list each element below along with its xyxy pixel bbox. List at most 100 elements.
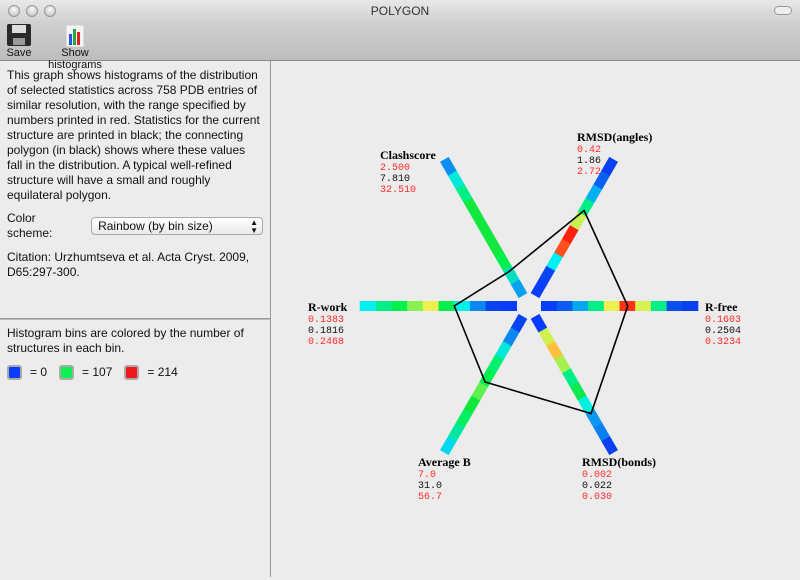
histogram-bin [530, 279, 548, 299]
histogram-bin [438, 301, 455, 311]
axis-label: Average B [418, 455, 471, 469]
histogram-bin [585, 184, 603, 203]
histogram-bin [463, 395, 481, 415]
histogram-bin [501, 301, 517, 311]
legend-label: = 107 [82, 365, 113, 379]
histogram-bin [422, 301, 439, 311]
histogram-bin [572, 301, 589, 311]
color-scheme-value: Rainbow (by bin size) [98, 219, 213, 233]
histogram-bin [487, 354, 504, 374]
legend-swatch-red [124, 365, 140, 380]
histogram-bin [510, 313, 528, 333]
axis-min: 0.1383 [308, 315, 344, 326]
histogram-bin [479, 224, 496, 244]
axis-min: 2.500 [380, 163, 410, 174]
axis-average-b [440, 313, 528, 456]
close-button[interactable] [8, 5, 20, 17]
toolbar: Save Show histograms [0, 22, 800, 71]
axis-value: 1.86 [577, 156, 601, 167]
axis-clashscore [440, 156, 528, 299]
citation-text: Citation: Urzhumtseva et al. Acta Cryst.… [7, 250, 250, 279]
axis-value: 0.022 [582, 481, 612, 492]
axis-value: 31.0 [418, 481, 442, 492]
minimize-button[interactable] [26, 5, 38, 17]
histogram-bin [546, 341, 564, 360]
legend-text: Histogram bins are colored by the number… [7, 326, 244, 355]
axis-value: 0.2504 [705, 326, 741, 337]
structure-polygon [453, 209, 629, 415]
floppy-disk-icon [5, 22, 33, 47]
histogram-bin [554, 354, 571, 374]
show-histograms-button[interactable]: Show histograms [38, 22, 112, 71]
polygon-chart: R-free 0.1603 0.2504 0.3234 RMSD(angles) 0.42… [271, 61, 800, 577]
axis-max: 56.7 [418, 492, 442, 503]
axis-value: 0.1816 [308, 326, 344, 337]
color-scheme-select[interactable]: Rainbow (by bin size) ▲ ▼ [91, 217, 263, 235]
histogram-bin [541, 301, 557, 311]
histogram-bin [447, 422, 465, 442]
histogram-bin [375, 301, 392, 311]
axis-min: 7.0 [418, 470, 436, 481]
histogram-bin [593, 422, 611, 442]
histogram-bin [666, 301, 683, 311]
histogram-bin [440, 156, 457, 176]
zoom-button[interactable] [44, 5, 56, 17]
histogram-bin [562, 368, 579, 388]
axis-rmsd-angles- [530, 156, 618, 299]
histogram-bin [601, 436, 618, 456]
histogram-bin [440, 436, 457, 456]
title-bar: POLYGON [0, 0, 800, 22]
axis-max: 0.3234 [705, 337, 741, 348]
histogram-bin [469, 301, 486, 311]
description-text: This graph shows histograms of the distr… [7, 68, 260, 202]
legend-label: = 214 [147, 365, 178, 379]
histogram-bin [463, 197, 481, 217]
axis-max: 0.030 [582, 492, 612, 503]
save-label: Save [6, 47, 32, 59]
histogram-bin [471, 381, 489, 401]
histogram-bin [494, 341, 512, 360]
legend-swatch-blue [7, 365, 22, 380]
histogram-bin [538, 327, 556, 347]
histogram-bin [502, 327, 520, 347]
histogram-bin [455, 184, 473, 203]
axis-rmsd-bonds- [530, 313, 618, 456]
histogram-bin [569, 211, 587, 231]
histogram-bin [479, 368, 496, 388]
histogram-bin [650, 301, 667, 311]
histogram-bin [530, 313, 548, 333]
histogram-bin [569, 381, 587, 401]
histogram-bin [556, 301, 573, 311]
bar-chart-icon [38, 22, 112, 47]
legend-swatch-green [59, 365, 75, 380]
histogram-bin [455, 409, 473, 428]
histogram-bin [447, 170, 465, 190]
updown-arrows-icon: ▲ ▼ [250, 218, 258, 235]
histogram-bin [538, 265, 556, 285]
legend-panel: Histogram bins are colored by the number… [0, 319, 271, 577]
axis-min: 0.002 [582, 470, 612, 481]
show-histograms-label: Show histograms [48, 47, 102, 71]
legend-label: = 0 [30, 365, 48, 379]
histogram-bin [603, 301, 620, 311]
toolbar-toggle-button[interactable] [774, 6, 792, 15]
axis-label: RMSD(bonds) [582, 455, 656, 469]
axis-min: 0.42 [577, 145, 601, 156]
histogram-bin [406, 301, 423, 311]
histogram-bin [471, 211, 489, 231]
axis-label: R-work [308, 300, 348, 314]
axis-label: R-free [705, 300, 738, 314]
save-button[interactable]: Save [5, 22, 33, 59]
histogram-bin [510, 279, 528, 299]
histogram-bin [593, 170, 611, 190]
histogram-bin [546, 252, 564, 271]
histogram-bin [562, 224, 579, 244]
axis-label: Clashscore [380, 148, 436, 162]
histogram-bin [453, 301, 470, 311]
axis-label: RMSD(angles) [577, 130, 652, 144]
info-panel: This graph shows histograms of the distr… [0, 61, 271, 319]
histogram-bin [494, 252, 512, 271]
axis-max: 32.510 [380, 185, 416, 196]
histogram-bin [601, 156, 618, 176]
histogram-bin [577, 395, 595, 415]
